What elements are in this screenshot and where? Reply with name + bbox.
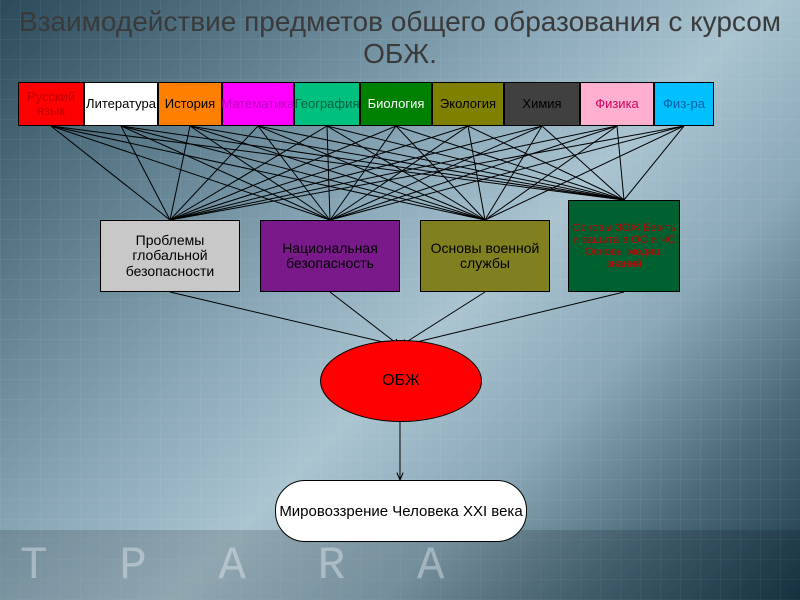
- subject-6: Экология: [432, 82, 504, 126]
- subject-7: Химия: [504, 82, 580, 126]
- subject-8: Физика: [580, 82, 654, 126]
- module-3: Основы ЗОЖ Без-ть и защита в ОС и ЧС Осн…: [568, 200, 680, 292]
- module-0: Проблемы глобальной безопасности: [100, 220, 240, 292]
- obz-node: ОБЖ: [320, 340, 482, 422]
- subject-9: Физ-ра: [654, 82, 714, 126]
- slide-title: Взаимодействие предметов общего образова…: [0, 6, 800, 70]
- subject-1: Литература: [84, 82, 158, 126]
- module-2: Основы военной службы: [420, 220, 550, 292]
- subject-0: Русский язык: [18, 82, 84, 126]
- subject-4: География: [294, 82, 360, 126]
- bg-watermark: T P A R A: [20, 540, 466, 592]
- subject-3: Математика: [222, 82, 294, 126]
- subject-5: Биология: [360, 82, 432, 126]
- worldview-node: Мировоззрение Человека XXI века: [275, 480, 527, 542]
- worldview-label: Мировоззрение Человека XXI века: [279, 503, 522, 520]
- subject-2: История: [158, 82, 222, 126]
- module-1: Национальная безопасность: [260, 220, 400, 292]
- obz-label: ОБЖ: [382, 372, 420, 390]
